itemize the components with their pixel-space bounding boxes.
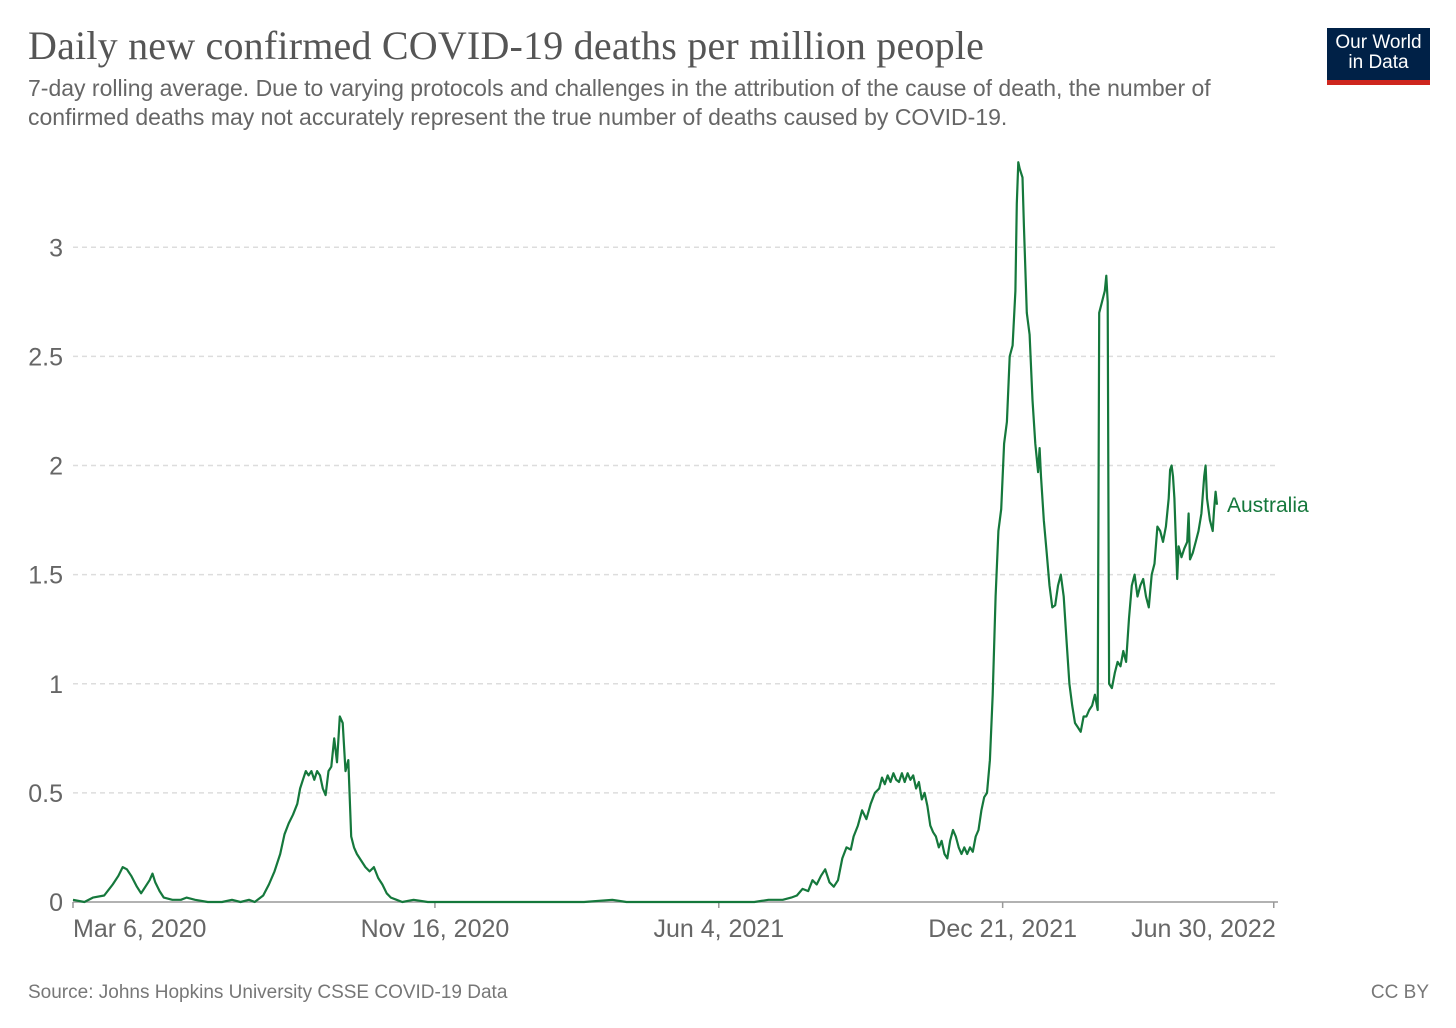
chart-subtitle: 7-day rolling average. Due to varying pr…: [28, 75, 1211, 130]
y-tick-label: 1: [49, 671, 63, 699]
y-tick-label: 2: [49, 453, 63, 481]
x-tick-label: Jun 30, 2022: [1131, 915, 1276, 943]
y-tick-label: 0: [49, 889, 63, 917]
logo-line-1: Our World: [1335, 32, 1422, 53]
license-label[interactable]: CC BY: [1370, 982, 1429, 1003]
x-tick-label: Mar 6, 2020: [73, 915, 206, 943]
y-tick-label: 0.5: [28, 780, 63, 808]
gridlines: [73, 246, 1278, 794]
series-layer: [72, 161, 1219, 904]
logo-line-2: in Data: [1348, 52, 1409, 73]
x-tick-label: Jun 4, 2021: [653, 915, 784, 943]
labels: 0 0.5 1 1.5 2 2.5 3 Mar 6, 2020 Nov 16, 2020 Jun …: [28, 234, 1309, 943]
owid-logo[interactable]: Our World in Data: [1327, 28, 1430, 85]
y-tick-label: 3: [49, 234, 63, 262]
x-tick-label: Nov 16, 2020: [361, 915, 510, 943]
source-note[interactable]: Source: Johns Hopkins University CSSE CO…: [28, 982, 508, 1003]
series-end-label[interactable]: Australia: [1227, 494, 1309, 517]
y-tick-label: 1.5: [28, 562, 63, 590]
y-tick-label: 2.5: [28, 343, 63, 371]
chart-title: Daily new confirmed COVID-19 deaths per …: [28, 23, 985, 68]
series-line-australia[interactable]: [72, 161, 1219, 904]
x-tick-label: Dec 21, 2021: [928, 915, 1077, 943]
